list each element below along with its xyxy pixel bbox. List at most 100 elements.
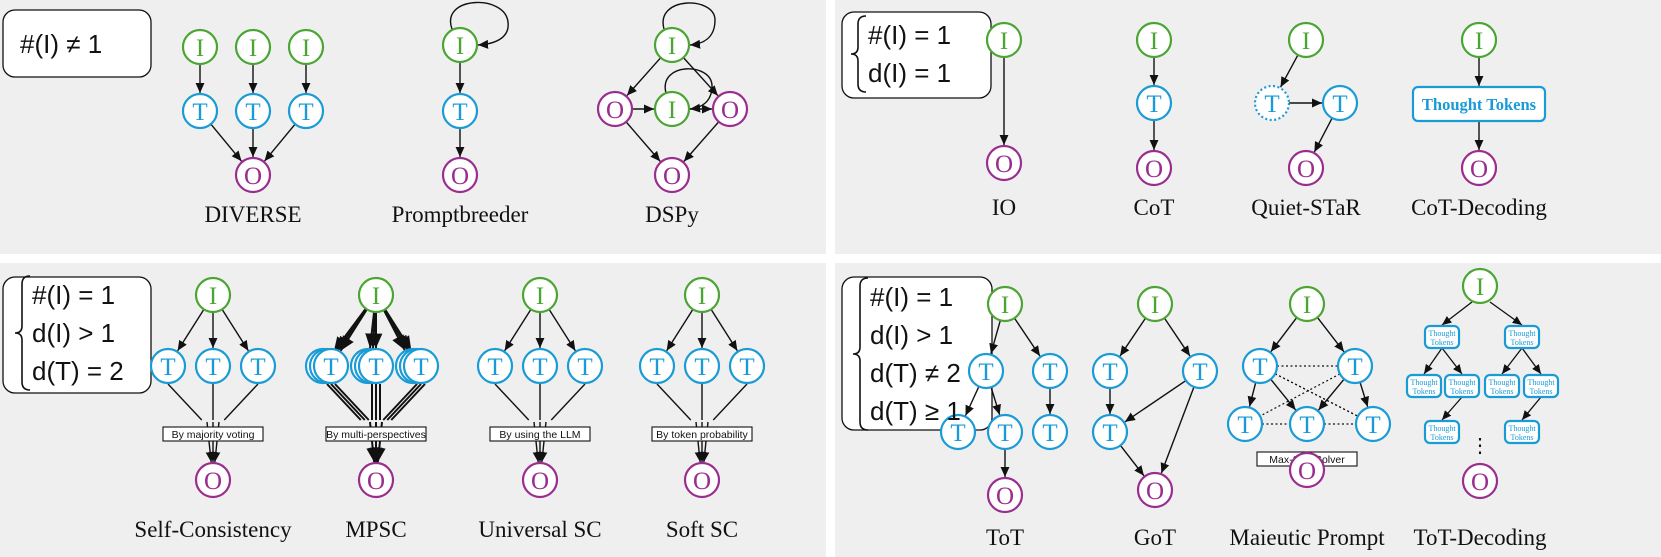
svg-text:Thought: Thought [1428, 329, 1456, 338]
output-node: O [1288, 451, 1326, 489]
condition-box [2, 276, 152, 394]
svg-text:Tokens: Tokens [1530, 387, 1553, 396]
svg-text:T: T [452, 99, 467, 126]
thought-node: T [239, 347, 277, 385]
input-node: I [683, 276, 721, 314]
input-node: I [234, 28, 272, 66]
aggregation-box: By multi-perspectives [325, 426, 427, 442]
aggregation-box: By token probability [651, 426, 753, 442]
svg-text:T: T [978, 359, 993, 386]
svg-text:T: T [323, 354, 338, 381]
edge-arrow [1160, 386, 1195, 474]
svg-text:T: T [577, 354, 592, 381]
condition-line: d(I) = 1 [868, 58, 951, 88]
svg-text:I: I [372, 283, 380, 310]
input-node: I [287, 28, 325, 66]
svg-text:O: O [531, 468, 549, 495]
input-node: I [986, 285, 1024, 323]
condition-line: d(T) = 2 [32, 356, 124, 386]
svg-text:Thought: Thought [1428, 424, 1456, 433]
svg-text:O: O [1297, 156, 1315, 183]
edge-arrow [989, 320, 1002, 354]
thought-node: T [728, 347, 766, 385]
edge-arrow [1359, 382, 1369, 408]
edge-arrow [1441, 347, 1463, 375]
thought-node: T [1091, 413, 1129, 451]
edge-arrow [1013, 317, 1041, 357]
output-node: O [711, 90, 749, 128]
condition-line: d(I) > 1 [870, 320, 953, 350]
svg-text:Tokens: Tokens [1413, 387, 1436, 396]
svg-text:T: T [487, 354, 502, 381]
input-node: I [653, 90, 691, 128]
thought-node: T [1135, 84, 1173, 122]
svg-text:O: O [244, 163, 262, 190]
input-node: I [441, 26, 479, 64]
output-node: O [1460, 149, 1498, 187]
method-label: DIVERSE [204, 202, 301, 227]
edge-arrow [1270, 378, 1297, 411]
edge-arrow [1317, 378, 1345, 411]
input-node: I [194, 276, 232, 314]
svg-text:I: I [1476, 274, 1484, 301]
svg-text:I: I [1150, 28, 1158, 55]
svg-text:O: O [1470, 156, 1488, 183]
edge-arrow [263, 123, 296, 162]
aggregation-box: By majority voting [162, 426, 264, 442]
thought-node: T [194, 347, 232, 385]
method-label: Promptbreeder [392, 202, 529, 227]
svg-text:O: O [367, 468, 385, 495]
svg-text:T: T [160, 354, 175, 381]
svg-text:Tokens: Tokens [1451, 387, 1474, 396]
svg-text:Thought Tokens: Thought Tokens [1422, 95, 1537, 114]
condition-line: d(T) ≠ 2 [870, 358, 961, 388]
edge-arrow [1279, 54, 1299, 88]
edge-line [712, 383, 748, 421]
thought-node: T [357, 347, 395, 385]
method-label: ToT [986, 525, 1024, 550]
input-node: I [181, 28, 219, 66]
svg-text:I: I [302, 35, 310, 62]
input-node: I [1288, 285, 1326, 323]
svg-text:Tokens: Tokens [1431, 338, 1454, 347]
svg-text:By token probability: By token probability [656, 429, 748, 441]
method-label: ToT-Decoding [1414, 525, 1547, 550]
edge-arrow [177, 308, 205, 352]
svg-text:T: T [1237, 412, 1252, 439]
svg-text:T: T [1192, 359, 1207, 386]
svg-text:I: I [456, 33, 464, 60]
svg-text:By using the LLM: By using the LLM [499, 429, 580, 441]
method-label: Universal SC [478, 517, 601, 542]
svg-text:Tokens: Tokens [1431, 433, 1454, 442]
svg-text:I: I [536, 283, 544, 310]
svg-text:I: I [1001, 292, 1009, 319]
svg-text:T: T [1365, 412, 1380, 439]
svg-text:T: T [1102, 359, 1117, 386]
svg-text:By multi-perspectives: By multi-perspectives [326, 429, 426, 441]
condition-line: #(I) = 1 [868, 20, 951, 50]
svg-text:T: T [739, 354, 754, 381]
self-loop-arrow [664, 68, 713, 113]
svg-text:I: I [1151, 292, 1159, 319]
thought-node: T [181, 92, 219, 130]
svg-text:I: I [196, 35, 204, 62]
svg-text:O: O [1471, 469, 1489, 496]
condition-formula: #(I) = 1 d(I) = 1 [850, 15, 951, 93]
svg-text:T: T [192, 99, 207, 126]
condition-formula: #(I) = 1 d(I) > 1 d(T) = 2 [14, 275, 124, 391]
condition-line: d(T) ≥ 1 [870, 396, 961, 426]
output-node: O [1136, 471, 1174, 509]
thought-node: T [1241, 347, 1279, 385]
thought-node: T [149, 347, 187, 385]
edge-arrow [1521, 396, 1542, 421]
method-label: CoT [1134, 195, 1175, 220]
edge-arrow [1119, 317, 1147, 357]
edge-arrow [964, 386, 980, 416]
edge-arrow [1489, 301, 1523, 326]
method-label: DSPy [645, 202, 699, 227]
svg-text:T: T [413, 354, 428, 381]
edge-arrow [1119, 445, 1145, 477]
